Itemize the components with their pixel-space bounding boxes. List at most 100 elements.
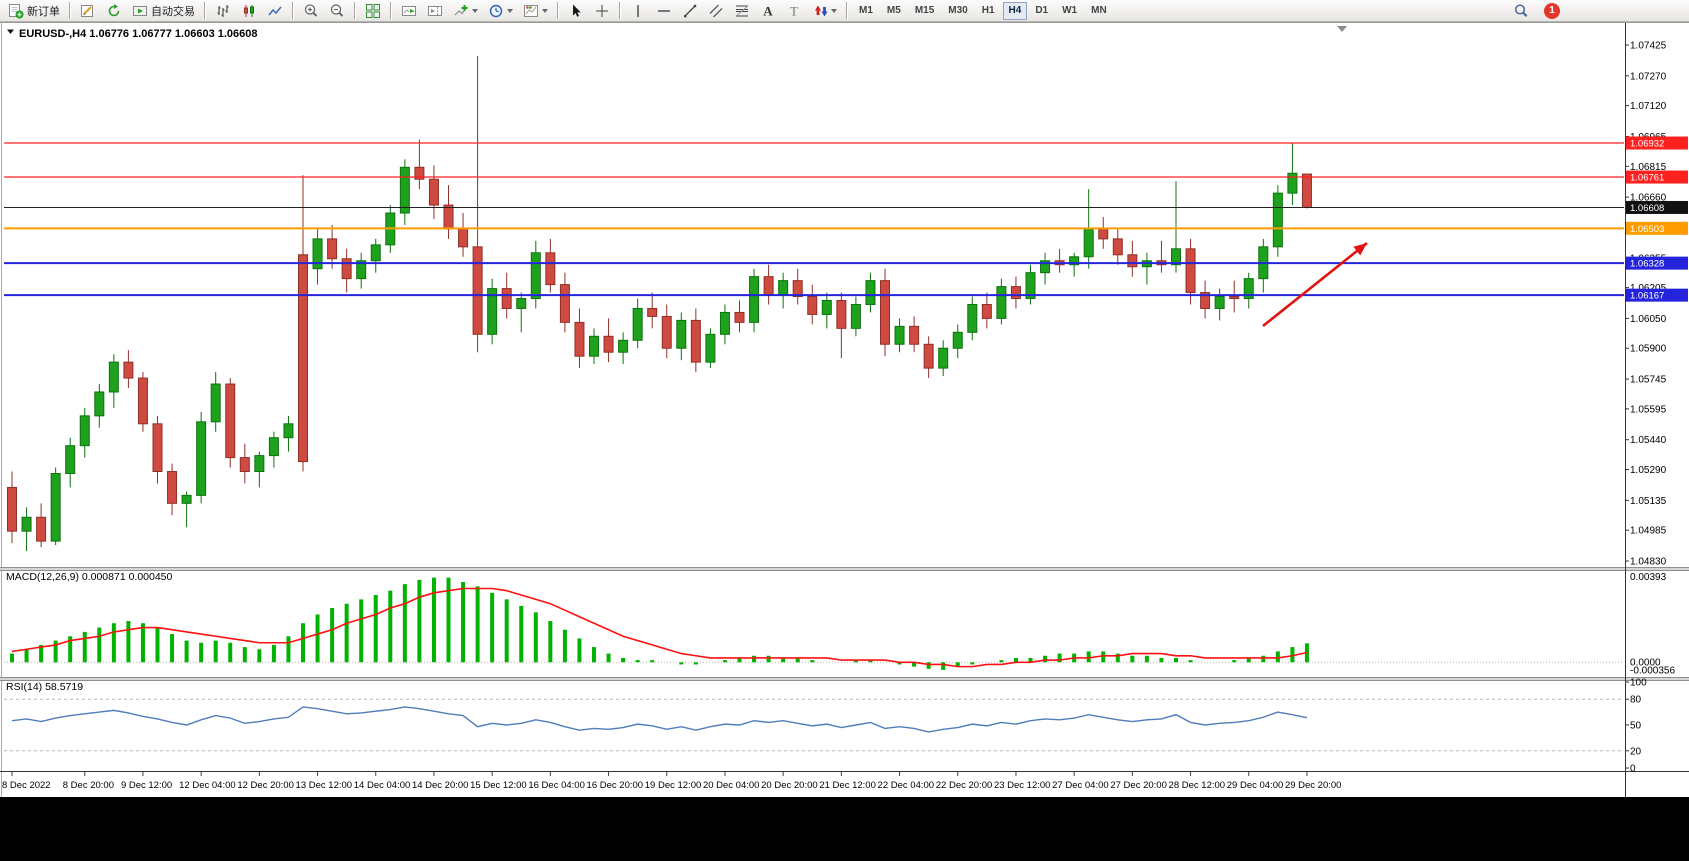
- chart-shift-marker[interactable]: [1337, 26, 1347, 32]
- toolbar-separator: [846, 2, 848, 19]
- candles-icon: [241, 3, 257, 19]
- bull-candle: [487, 288, 498, 335]
- bull-candle: [1214, 296, 1225, 309]
- bull-candle: [1040, 260, 1051, 274]
- current-price-badge: [1626, 200, 1688, 214]
- auto-scroll-button[interactable]: [397, 1, 421, 21]
- timeframe-M1-button[interactable]: M1: [859, 5, 873, 16]
- trendline-tool-button[interactable]: [678, 1, 702, 21]
- timeframe-M5-button[interactable]: M5: [886, 5, 901, 16]
- text-tool-button[interactable]: A: [756, 1, 780, 21]
- chart-shift-button[interactable]: [423, 1, 447, 21]
- time-label: 8 Dec 2022: [2, 780, 51, 791]
- zoom-in-button[interactable]: [299, 1, 323, 21]
- bear-candle: [1127, 254, 1138, 268]
- macd-scale-min: -0.000356: [1630, 666, 1675, 677]
- bear-candle: [836, 300, 847, 329]
- bear-candle: [501, 288, 512, 309]
- new-order-button[interactable]: 新订单: [4, 1, 64, 21]
- dropdown-arrow-icon: [472, 8, 478, 13]
- vertical-line-tool-button[interactable]: [626, 1, 650, 21]
- current-price: 1.06608: [4, 200, 1688, 214]
- bar-chart-mode-button[interactable]: [211, 1, 235, 21]
- search-button[interactable]: [1509, 1, 1533, 21]
- time-label: 29 Dec 20:00: [1285, 780, 1342, 791]
- indicators-list-button[interactable]: [449, 1, 482, 21]
- periods-button[interactable]: [484, 1, 517, 21]
- timeframe-H4-button[interactable]: H4: [1002, 1, 1028, 20]
- chart-area[interactable]: 1.074251.072701.071201.069651.068151.066…: [0, 22, 1689, 861]
- trend-arrow-annotation[interactable]: [1262, 241, 1368, 328]
- bull-candle: [370, 244, 381, 262]
- label-tool-button[interactable]: T: [782, 1, 806, 21]
- bull-candle: [865, 280, 876, 305]
- chart-ohlc-header: EURUSD-,H4 1.06776 1.06777 1.06603 1.066…: [19, 28, 258, 40]
- linechart-icon: [267, 3, 283, 19]
- time-label: 16 Dec 04:00: [528, 780, 585, 791]
- bear-candle: [1185, 248, 1196, 294]
- refresh-button[interactable]: [102, 1, 126, 21]
- bear-candle: [923, 343, 934, 369]
- arrows-tool-button[interactable]: [808, 1, 841, 21]
- bull-candle: [516, 298, 527, 309]
- time-label: 15 Dec 12:00: [470, 780, 527, 791]
- cursor-tool-button[interactable]: [564, 1, 588, 21]
- channel-tool-button[interactable]: [704, 1, 728, 21]
- zoom-out-button[interactable]: [325, 1, 349, 21]
- price-line-badge-label: 1.06932: [1630, 139, 1664, 150]
- timeframe-H1-button[interactable]: H1: [981, 5, 995, 16]
- price-scale-label: 1.05745: [1630, 375, 1667, 386]
- bear-candle: [559, 284, 570, 323]
- price-scale-label: 1.05135: [1630, 496, 1667, 507]
- price-scale-label: 1.06815: [1630, 162, 1667, 173]
- timeframe-D1-button[interactable]: D1: [1035, 5, 1049, 16]
- zoomout-icon: [329, 3, 345, 19]
- time-label: 22 Dec 20:00: [936, 780, 993, 791]
- toolbar-separator: [292, 2, 294, 19]
- rsi-scale-label: 80: [1630, 695, 1642, 706]
- timeframe-M15-button[interactable]: M15: [914, 5, 935, 16]
- bull-candle: [938, 347, 949, 369]
- bear-candle: [763, 276, 774, 296]
- price-line-badge: [1626, 136, 1688, 150]
- bull-candle: [65, 445, 76, 475]
- notification-badge[interactable]: 1: [1544, 2, 1560, 19]
- line-chart-mode-button[interactable]: [263, 1, 287, 21]
- bull-candle: [618, 339, 629, 353]
- bull-candle: [268, 437, 279, 457]
- bear-candle: [880, 280, 890, 345]
- bull-candle: [196, 421, 207, 496]
- time-label: 16 Dec 20:00: [587, 780, 644, 791]
- horizontal-line-tool-button[interactable]: [652, 1, 676, 21]
- auto-trading-button[interactable]: 自动交易: [128, 1, 199, 21]
- timeframe-M30-button[interactable]: M30: [948, 5, 968, 16]
- macd-signal-line: [11, 587, 1308, 668]
- tile-windows-button[interactable]: [361, 1, 385, 21]
- metaeditor-button[interactable]: [76, 1, 100, 21]
- timeframe-MN-button[interactable]: MN: [1091, 5, 1107, 16]
- timeframe-W1-button[interactable]: W1: [1062, 5, 1078, 16]
- bull-candle: [1243, 278, 1254, 300]
- autotrade-icon: [132, 3, 148, 19]
- crosshair-tool-button[interactable]: [590, 1, 614, 21]
- macd-label: MACD(12,26,9) 0.000871 0.000450: [6, 571, 173, 583]
- crosshair-icon: [594, 3, 610, 19]
- price-scale-label: 1.07120: [1630, 101, 1667, 112]
- bear-candle: [7, 486, 17, 532]
- horizontal-lines[interactable]: 1.06932 1.06761 1.06503 1.06328 1.06167: [4, 136, 1688, 302]
- rsi-scale-label: 50: [1630, 721, 1642, 732]
- fibonacci-tool-button[interactable]: [730, 1, 754, 21]
- bull-candle: [821, 300, 832, 315]
- bull-candle: [676, 319, 687, 349]
- bear-candle: [341, 258, 352, 280]
- arrow-shaft[interactable]: [1262, 241, 1368, 328]
- fibo-icon: [734, 3, 750, 19]
- templates-button[interactable]: [519, 1, 552, 21]
- chart-collapse-icon[interactable]: [7, 29, 14, 35]
- candlestick-mode-button[interactable]: [237, 1, 261, 21]
- bear-candle: [458, 228, 469, 248]
- bull-candle: [254, 455, 265, 473]
- bull-candle: [749, 276, 760, 323]
- toolbar-separator: [354, 2, 356, 19]
- rsi-panel: RSI(14) 58.5719 100 80 50 20 0: [4, 678, 1647, 775]
